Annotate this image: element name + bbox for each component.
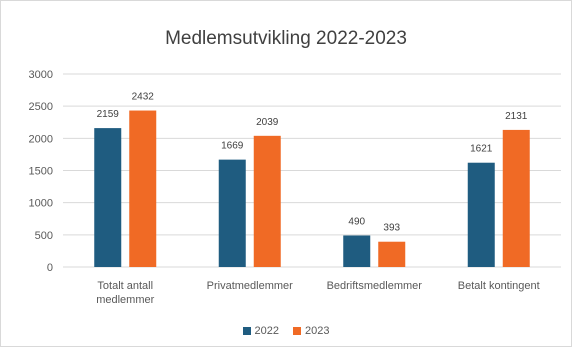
bar-2023	[129, 110, 157, 267]
chart-title: Medlemsutvikling 2022-2023	[165, 28, 407, 49]
data-label: 2159	[97, 109, 120, 120]
bar-2023	[502, 129, 530, 267]
x-tick-label: Bedriftsmedlemmer	[327, 280, 423, 292]
x-tick-label: Totalt antall	[97, 280, 153, 292]
data-label: 1669	[221, 141, 244, 152]
y-tick-label: 1500	[29, 166, 53, 178]
legend-swatch-2023	[293, 327, 301, 335]
legend-swatch-2022	[242, 327, 251, 335]
data-label: 1621	[470, 144, 493, 155]
y-tick-label: 500	[35, 230, 53, 242]
data-label: 393	[383, 223, 400, 234]
bar-2022	[343, 235, 371, 267]
bar-2023	[378, 241, 406, 267]
x-tick-label: Privatmedlemmer	[207, 280, 294, 292]
bar-2022	[94, 128, 122, 267]
y-tick-label: 3000	[29, 69, 53, 81]
y-tick-label: 1000	[29, 198, 53, 210]
legend-item-2023: 2023	[293, 325, 329, 337]
data-label: 490	[348, 216, 365, 227]
data-label: 2432	[132, 92, 155, 103]
bar-2022	[467, 162, 495, 267]
y-tick-label: 2500	[29, 101, 53, 113]
bar-2023	[253, 135, 281, 267]
legend-item-2022: 2022	[242, 325, 279, 337]
data-label: 2039	[256, 117, 279, 128]
y-tick-label: 0	[47, 262, 53, 274]
legend-label-2022: 2022	[254, 325, 279, 337]
data-label: 2131	[505, 111, 528, 122]
x-tick-label: Betalt kontingent	[458, 280, 540, 292]
bar-2022	[218, 159, 246, 267]
y-tick-label: 2000	[29, 133, 53, 145]
legend-label-2023: 2023	[305, 325, 330, 337]
chart-legend: 2022 2023	[1, 325, 571, 337]
x-tick-label: medlemmer	[96, 294, 154, 306]
